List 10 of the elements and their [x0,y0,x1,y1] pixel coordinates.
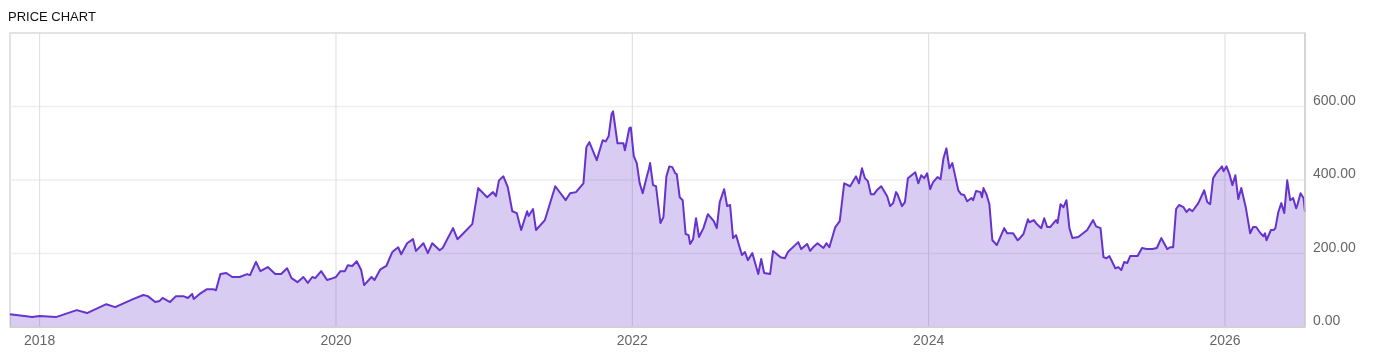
x-tick-label: 2020 [320,332,352,348]
y-tick-label: 600.00 [1313,91,1357,108]
y-tick-label: 200.00 [1313,238,1357,255]
x-tick-label: 2024 [913,332,945,348]
y-tick-label: 400.00 [1313,165,1357,181]
y-tick-label: 0.00 [1313,312,1341,328]
x-tick-label: 2018 [24,332,56,348]
chart-title: PRICE CHART [8,9,96,24]
x-tick-label: 2026 [1209,332,1241,348]
x-tick-label: 2022 [616,332,649,348]
